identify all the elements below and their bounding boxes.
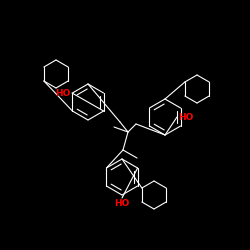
Text: HO: HO — [178, 112, 194, 122]
Text: HO: HO — [55, 88, 71, 98]
Text: HO: HO — [114, 198, 130, 207]
